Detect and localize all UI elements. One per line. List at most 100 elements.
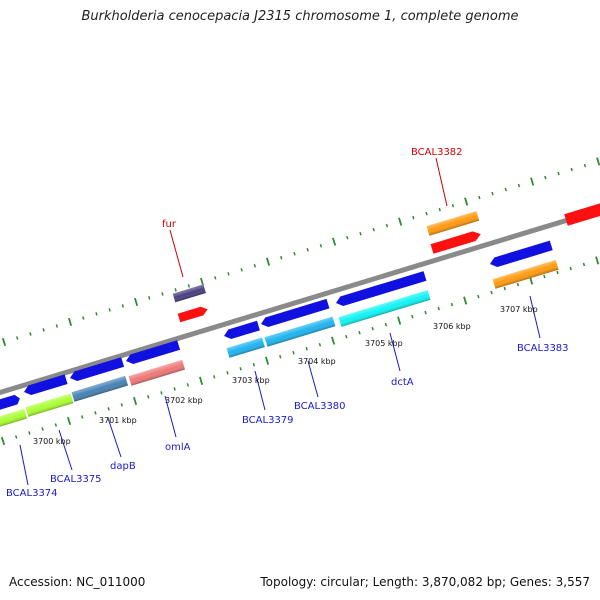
gene-label-dcta[interactable]: dctA [391, 377, 414, 388]
minor-tick [108, 308, 111, 312]
minor-tick [424, 310, 427, 315]
gene-label-bcal3380[interactable]: BCAL3380 [294, 401, 346, 412]
leader-bcal3380 [307, 360, 319, 398]
gene-bcal3380-arrow[interactable] [260, 298, 330, 329]
minor-tick [41, 427, 44, 431]
minor-tick [227, 272, 230, 276]
major-tick [0, 436, 6, 446]
gene-label-bcal3383[interactable]: BCAL3383 [517, 343, 569, 354]
major-tick [332, 237, 337, 246]
leader-omla [164, 395, 177, 438]
minor-tick [293, 251, 296, 256]
gene-label-bcal3382[interactable]: BCAL3382 [411, 147, 463, 158]
minor-tick [55, 324, 59, 328]
gene-shade [25, 393, 74, 417]
gene-bcal3379-arrow[interactable] [223, 320, 260, 341]
gene-shade [226, 337, 265, 358]
minor-tick [29, 332, 32, 336]
minor-tick [491, 191, 494, 196]
minor-tick [345, 334, 348, 339]
gene-bcal3382-arrow[interactable] [430, 229, 483, 254]
minor-tick [253, 263, 257, 268]
minor-tick [346, 235, 349, 240]
minor-tick [186, 383, 190, 387]
tick-track-outer [1, 157, 600, 347]
minor-tick [425, 211, 428, 216]
leader-bcal3379 [254, 370, 266, 411]
major-tick [397, 316, 402, 325]
gene-bcal3374-arrow[interactable] [0, 394, 21, 411]
minor-tick [318, 342, 322, 347]
gene-offscreen-right[interactable] [564, 202, 600, 226]
leader-bcal3374 [19, 444, 29, 486]
leader-bcal3375 [58, 429, 73, 471]
major-tick [200, 277, 205, 286]
minor-tick [160, 391, 163, 395]
kbp-label: 3703 kbp [232, 376, 270, 385]
minor-tick [107, 407, 110, 411]
minor-tick [15, 336, 19, 340]
minor-tick [147, 395, 150, 399]
minor-tick [252, 362, 256, 367]
minor-tick [490, 290, 493, 295]
minor-tick [451, 203, 455, 208]
minor-tick [450, 302, 454, 307]
minor-tick [82, 316, 85, 320]
gene-label-bcal3379[interactable]: BCAL3379 [242, 415, 294, 426]
kbp-label: 3704 kbp [298, 357, 336, 366]
minor-tick [95, 312, 98, 316]
gene-bcal3383-arrow[interactable] [489, 240, 553, 269]
gene-label-dapb[interactable]: dapB [110, 461, 136, 472]
major-tick [464, 197, 469, 206]
minor-tick [569, 266, 572, 271]
major-tick [595, 256, 600, 265]
major-tick [68, 317, 73, 327]
gene-shade [264, 316, 336, 347]
gene-shade [71, 375, 129, 402]
minor-tick [28, 431, 31, 435]
minor-tick [385, 223, 389, 228]
minor-tick [239, 367, 242, 371]
gene-bcal3375-arrow[interactable] [23, 374, 68, 396]
gene-label-bcal3374[interactable]: BCAL3374 [6, 488, 58, 499]
leader-dapb [107, 417, 122, 458]
gene-label-fur[interactable]: fur [162, 219, 177, 230]
gene-shade [172, 284, 206, 303]
minor-tick [384, 322, 388, 327]
gene-dcta-arrow[interactable] [335, 271, 427, 308]
minor-tick [503, 286, 506, 291]
minor-tick [121, 304, 125, 308]
kbp-label: 3707 kbp [500, 305, 538, 314]
minor-tick [556, 270, 559, 275]
minor-tick [213, 375, 216, 379]
minor-tick [240, 268, 243, 272]
minor-tick [371, 326, 374, 331]
topology-text: Topology: circular; Length: 3,870,082 bp… [260, 575, 590, 589]
minor-tick [174, 288, 177, 292]
minor-tick [582, 262, 586, 267]
leader-bcal3383 [529, 295, 541, 339]
minor-tick [570, 167, 573, 172]
major-tick [331, 336, 336, 345]
minor-tick [411, 314, 414, 319]
minor-tick [226, 371, 229, 375]
major-tick [1, 337, 7, 347]
gene-dapb-arrow[interactable] [69, 357, 125, 383]
gene-label-omla[interactable]: omlA [165, 442, 191, 453]
minor-tick [120, 403, 124, 407]
gene-shade [128, 359, 186, 386]
kbp-label: 3702 kbp [165, 396, 203, 405]
gene-shade [338, 290, 431, 327]
leader-fur [169, 229, 184, 278]
minor-tick [504, 187, 507, 192]
minor-tick [148, 296, 151, 300]
minor-tick [173, 387, 176, 391]
gene-label-bcal3375[interactable]: BCAL3375 [50, 474, 102, 485]
gene-omla-arrow[interactable] [125, 340, 181, 366]
gene-fur-arrow[interactable] [177, 305, 209, 323]
minor-tick [543, 274, 546, 279]
minor-tick [187, 284, 191, 288]
major-tick [67, 416, 72, 426]
minor-tick [161, 292, 164, 296]
